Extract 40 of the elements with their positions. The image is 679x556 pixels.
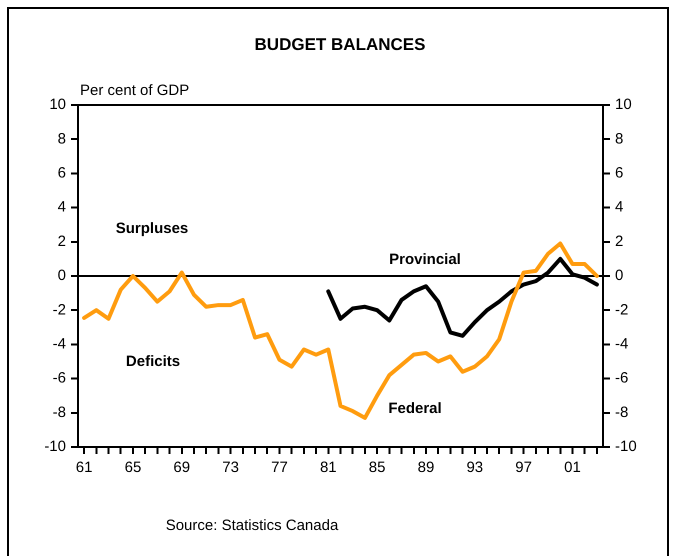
- y2-tick-label: 4: [615, 198, 624, 216]
- x-tick-label: 01: [564, 459, 581, 476]
- x-tick-label: 73: [222, 459, 239, 476]
- x-tick-label: 85: [368, 459, 386, 476]
- y2-tick-label: -2: [615, 301, 628, 318]
- x-tick-label: 89: [418, 459, 434, 476]
- x-tick-label: 61: [76, 459, 92, 476]
- x-tick-label: 65: [124, 459, 142, 476]
- y-axis-title: Per cent of GDP: [80, 82, 190, 99]
- y2-tick-label: 10: [615, 96, 632, 114]
- y-tick-label: -2: [52, 301, 66, 318]
- y-tick-label: -4: [52, 336, 66, 353]
- y-tick-label: -10: [44, 438, 66, 456]
- y-tick-label: 4: [58, 198, 66, 216]
- series-label: Federal: [388, 400, 442, 417]
- y2-tick-label: 2: [615, 232, 624, 250]
- y-tick-label: 6: [58, 164, 66, 182]
- y-tick-label: 10: [49, 96, 66, 114]
- series-label: Provincial: [389, 251, 461, 268]
- x-tick-label: 69: [173, 459, 190, 476]
- source-note: Source: Statistics Canada: [166, 517, 339, 534]
- y2-tick-label: 8: [615, 130, 624, 148]
- x-tick-label: 97: [515, 459, 532, 476]
- chart-title: BUDGET BALANCES: [254, 35, 426, 54]
- y2-tick-label: -6: [615, 370, 628, 387]
- y-tick-label: -6: [52, 370, 66, 387]
- x-tick-label: 77: [271, 459, 288, 476]
- annotation: Surpluses: [116, 220, 188, 237]
- y-tick-label: 8: [58, 130, 66, 148]
- x-tick-label: 93: [466, 459, 484, 476]
- y2-tick-label: -10: [615, 438, 637, 456]
- y2-tick-label: -8: [615, 404, 628, 421]
- y2-tick-label: 6: [615, 164, 624, 182]
- y-tick-label: 0: [58, 267, 66, 284]
- x-tick-label: 81: [320, 459, 337, 476]
- y-tick-label: 2: [58, 232, 66, 250]
- annotation: Deficits: [126, 353, 180, 370]
- y2-tick-label: 0: [615, 267, 624, 284]
- y2-tick-label: -4: [615, 336, 628, 353]
- y-tick-label: -8: [52, 404, 66, 421]
